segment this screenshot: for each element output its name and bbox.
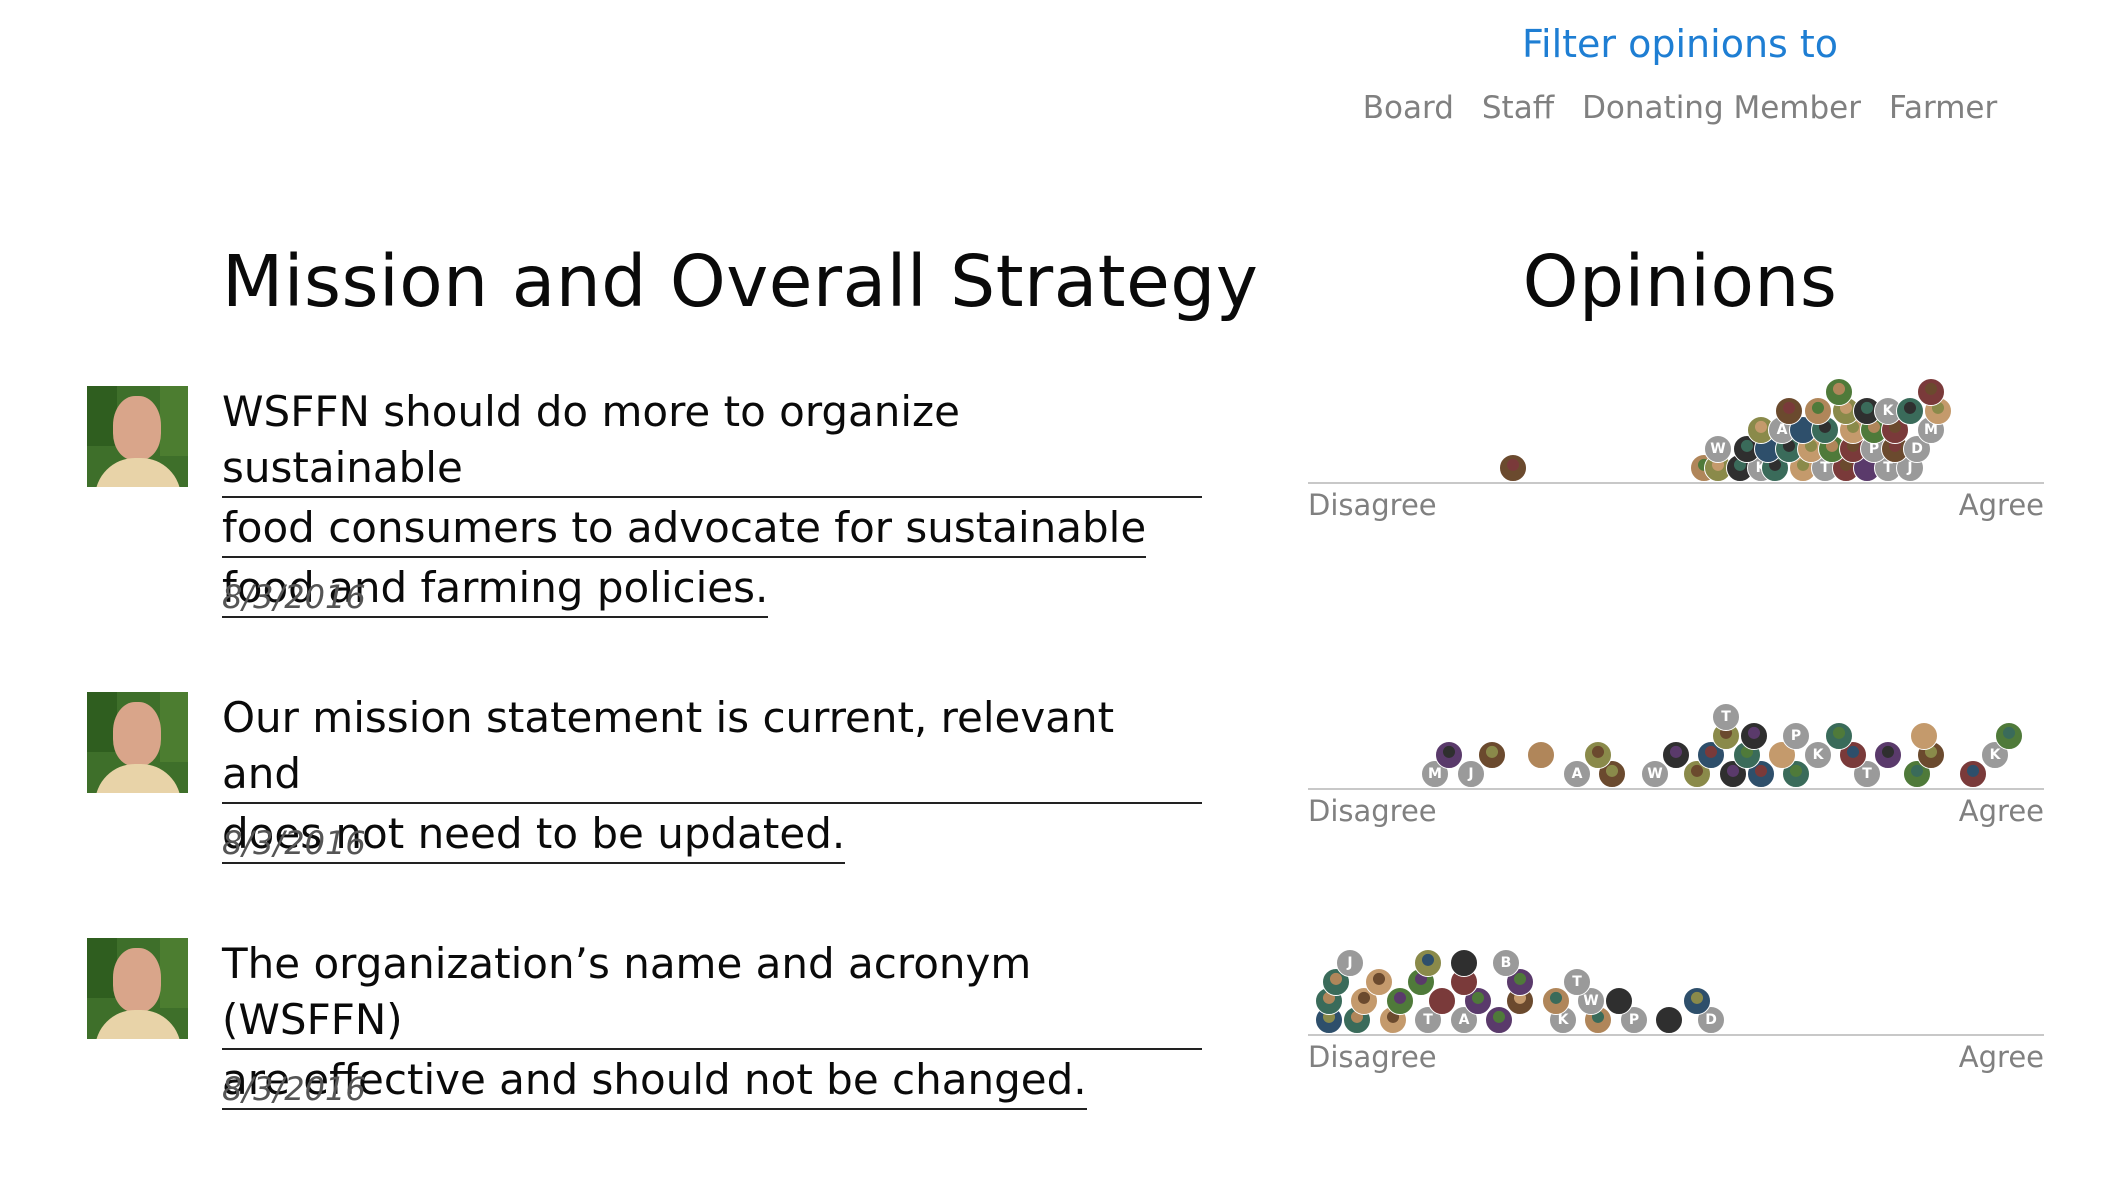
opinion-initial-badge[interactable]: A bbox=[1563, 760, 1591, 788]
histogram-baseline bbox=[1308, 482, 2044, 484]
agree-label: Agree bbox=[1958, 488, 2044, 522]
opinion-initial-badge[interactable]: M bbox=[1421, 760, 1449, 788]
author-avatar[interactable] bbox=[87, 938, 188, 1039]
statement-line: food consumers to advocate for sustainab… bbox=[222, 500, 1147, 558]
opinion-avatar[interactable] bbox=[1917, 378, 1945, 406]
point-date: 8/3/2016 bbox=[222, 824, 366, 862]
opinion-avatar[interactable] bbox=[1584, 741, 1612, 769]
opinion-initial-badge[interactable]: W bbox=[1577, 987, 1605, 1015]
point-statement-link[interactable]: Our mission statement is current, releva… bbox=[222, 690, 1202, 864]
agree-label: Agree bbox=[1958, 1040, 2044, 1074]
opinion-avatar[interactable] bbox=[1896, 397, 1924, 425]
opinion-avatar[interactable] bbox=[1386, 987, 1414, 1015]
opinion-initial-badge[interactable]: K bbox=[1874, 397, 1902, 425]
disagree-label: Disagree bbox=[1308, 488, 1437, 522]
opinion-avatar[interactable] bbox=[1414, 949, 1442, 977]
opinion-avatar[interactable] bbox=[1435, 741, 1463, 769]
opinions-heading: Opinions bbox=[1522, 240, 1838, 323]
opinion-avatar[interactable] bbox=[1450, 949, 1478, 977]
filter-options: Board Staff Donating Member Farmer bbox=[1300, 90, 2060, 126]
opinion-histogram[interactable]: Disagree Agree KTTJWPDAMK bbox=[1308, 378, 2044, 522]
opinion-avatar[interactable] bbox=[1825, 722, 1853, 750]
statement-line: WSFFN should do more to organize sustain… bbox=[222, 384, 1202, 498]
opinion-avatar[interactable] bbox=[1804, 397, 1832, 425]
filter-staff[interactable]: Staff bbox=[1481, 90, 1555, 126]
opinion-initial-badge[interactable]: J bbox=[1457, 760, 1485, 788]
opinion-avatar[interactable] bbox=[1655, 1006, 1683, 1034]
opinion-initial-badge[interactable]: T bbox=[1414, 1006, 1442, 1034]
opinion-initial-badge[interactable]: W bbox=[1704, 435, 1732, 463]
opinion-avatar[interactable] bbox=[1959, 760, 1987, 788]
statement-line: does not need to be updated. bbox=[222, 806, 846, 864]
opinion-initial-badge[interactable]: T bbox=[1563, 968, 1591, 996]
point-date: 8/3/2016 bbox=[222, 578, 366, 616]
statement-line: Our mission statement is current, releva… bbox=[222, 690, 1202, 804]
opinion-avatar[interactable] bbox=[1775, 397, 1803, 425]
opinion-initial-badge[interactable]: P bbox=[1782, 722, 1810, 750]
histogram-baseline bbox=[1308, 788, 2044, 790]
opinion-avatar[interactable] bbox=[1485, 1006, 1513, 1034]
opinion-initial-badge[interactable]: J bbox=[1336, 949, 1364, 977]
filter-board[interactable]: Board bbox=[1362, 90, 1454, 126]
histogram-baseline bbox=[1308, 1034, 2044, 1036]
author-avatar[interactable] bbox=[87, 692, 188, 793]
statement-line: food and farming policies. bbox=[222, 560, 769, 618]
opinion-avatar[interactable] bbox=[1740, 722, 1768, 750]
opinion-avatar[interactable] bbox=[1839, 741, 1867, 769]
opinion-initial-badge[interactable]: B bbox=[1492, 949, 1520, 977]
opinion-avatar[interactable] bbox=[1365, 968, 1393, 996]
author-avatar[interactable] bbox=[87, 386, 188, 487]
point-date: 8/3/2016 bbox=[222, 1070, 366, 1108]
opinion-avatar[interactable] bbox=[1605, 987, 1633, 1015]
filter-title: Filter opinions to bbox=[1521, 22, 1839, 66]
opinion-avatar[interactable] bbox=[1499, 454, 1527, 482]
opinion-avatar[interactable] bbox=[1478, 741, 1506, 769]
opinion-avatar[interactable] bbox=[1995, 722, 2023, 750]
statement-line: are effective and should not be changed. bbox=[222, 1052, 1087, 1110]
point-statement-link[interactable]: The organization’s name and acronym (WSF… bbox=[222, 936, 1202, 1110]
opinion-initial-badge[interactable]: T bbox=[1712, 703, 1740, 731]
section-heading: Mission and Overall Strategy bbox=[222, 240, 1259, 323]
opinion-avatar[interactable] bbox=[1428, 987, 1456, 1015]
filter-donating-member[interactable]: Donating Member bbox=[1582, 90, 1862, 126]
opinion-avatar[interactable] bbox=[1683, 987, 1711, 1015]
opinion-initial-badge[interactable]: W bbox=[1641, 760, 1669, 788]
filter-farmer[interactable]: Farmer bbox=[1889, 90, 1998, 126]
opinion-avatar[interactable] bbox=[1527, 741, 1555, 769]
opinion-avatar[interactable] bbox=[1825, 378, 1853, 406]
opinion-avatar[interactable] bbox=[1874, 741, 1902, 769]
agree-label: Agree bbox=[1958, 794, 2044, 828]
statement-line: The organization’s name and acronym (WSF… bbox=[222, 936, 1202, 1050]
opinion-initial-badge[interactable]: K bbox=[1804, 741, 1832, 769]
disagree-label: Disagree bbox=[1308, 1040, 1437, 1074]
opinion-avatar[interactable] bbox=[1683, 760, 1711, 788]
point-statement-link[interactable]: WSFFN should do more to organize sustain… bbox=[222, 384, 1202, 618]
opinion-avatar[interactable] bbox=[1542, 987, 1570, 1015]
opinion-avatar[interactable] bbox=[1662, 741, 1690, 769]
disagree-label: Disagree bbox=[1308, 794, 1437, 828]
opinion-avatar[interactable] bbox=[1910, 722, 1938, 750]
